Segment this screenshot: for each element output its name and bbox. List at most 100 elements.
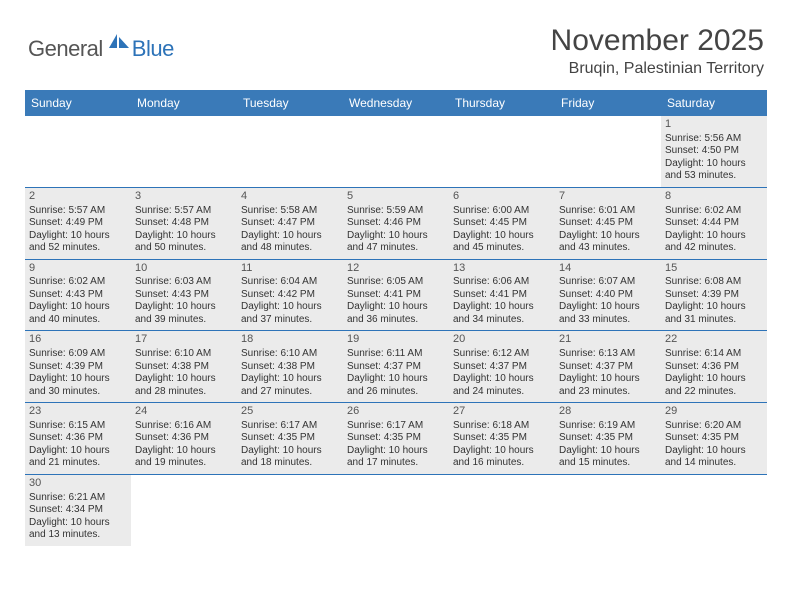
day-number: 28 — [559, 405, 657, 419]
daylight-line-2: and 30 minutes. — [29, 386, 127, 399]
daylight-line-2: and 23 minutes. — [559, 386, 657, 399]
sunrise-line: Sunrise: 6:14 AM — [665, 348, 763, 361]
daylight-line-1: Daylight: 10 hours — [559, 301, 657, 314]
daylight-line-1: Daylight: 10 hours — [241, 230, 339, 243]
logo-text-general: General — [28, 36, 103, 62]
sunset-line: Sunset: 4:37 PM — [347, 361, 445, 374]
daylight-line-2: and 17 minutes. — [347, 457, 445, 470]
daylight-line-2: and 37 minutes. — [241, 314, 339, 327]
daylight-line-2: and 14 minutes. — [665, 457, 763, 470]
day-header: Saturday — [661, 90, 767, 116]
empty-cell — [25, 116, 131, 187]
day-number: 17 — [135, 333, 233, 347]
day-cell: 12Sunrise: 6:05 AMSunset: 4:41 PMDayligh… — [343, 260, 449, 331]
daylight-line-1: Daylight: 10 hours — [347, 301, 445, 314]
logo: General Blue — [28, 32, 174, 65]
daylight-line-2: and 43 minutes. — [559, 242, 657, 255]
daylight-line-1: Daylight: 10 hours — [347, 445, 445, 458]
day-number: 3 — [135, 190, 233, 204]
week-row: 2Sunrise: 5:57 AMSunset: 4:49 PMDaylight… — [25, 188, 767, 260]
daylight-line-1: Daylight: 10 hours — [559, 373, 657, 386]
header: General Blue November 2025 Bruqin, Pales… — [0, 0, 792, 86]
daylight-line-1: Daylight: 10 hours — [135, 230, 233, 243]
sunset-line: Sunset: 4:35 PM — [241, 432, 339, 445]
daylight-line-2: and 48 minutes. — [241, 242, 339, 255]
daylight-line-1: Daylight: 10 hours — [29, 445, 127, 458]
sunset-line: Sunset: 4:35 PM — [665, 432, 763, 445]
calendar: SundayMondayTuesdayWednesdayThursdayFrid… — [25, 90, 767, 546]
daylight-line-1: Daylight: 10 hours — [241, 445, 339, 458]
day-number: 16 — [29, 333, 127, 347]
sunrise-line: Sunrise: 5:57 AM — [29, 205, 127, 218]
sunrise-line: Sunrise: 6:18 AM — [453, 420, 551, 433]
sunrise-line: Sunrise: 6:17 AM — [347, 420, 445, 433]
day-number: 22 — [665, 333, 763, 347]
daylight-line-2: and 31 minutes. — [665, 314, 763, 327]
day-number: 27 — [453, 405, 551, 419]
empty-cell — [131, 116, 237, 187]
empty-cell — [343, 116, 449, 187]
sunset-line: Sunset: 4:48 PM — [135, 217, 233, 230]
day-number: 29 — [665, 405, 763, 419]
daylight-line-1: Daylight: 10 hours — [665, 301, 763, 314]
logo-text-blue: Blue — [132, 36, 174, 62]
day-number: 11 — [241, 262, 339, 276]
empty-cell — [555, 116, 661, 187]
daylight-line-2: and 26 minutes. — [347, 386, 445, 399]
week-row: 1Sunrise: 5:56 AMSunset: 4:50 PMDaylight… — [25, 116, 767, 188]
sunset-line: Sunset: 4:43 PM — [135, 289, 233, 302]
daylight-line-1: Daylight: 10 hours — [29, 230, 127, 243]
day-cell: 3Sunrise: 5:57 AMSunset: 4:48 PMDaylight… — [131, 188, 237, 259]
day-number: 24 — [135, 405, 233, 419]
sunrise-line: Sunrise: 6:17 AM — [241, 420, 339, 433]
day-cell: 21Sunrise: 6:13 AMSunset: 4:37 PMDayligh… — [555, 331, 661, 402]
day-cell: 1Sunrise: 5:56 AMSunset: 4:50 PMDaylight… — [661, 116, 767, 187]
daylight-line-2: and 36 minutes. — [347, 314, 445, 327]
sunrise-line: Sunrise: 6:13 AM — [559, 348, 657, 361]
day-cell: 25Sunrise: 6:17 AMSunset: 4:35 PMDayligh… — [237, 403, 343, 474]
sunrise-line: Sunrise: 6:02 AM — [665, 205, 763, 218]
empty-cell — [555, 475, 661, 546]
day-number: 15 — [665, 262, 763, 276]
sail-icon — [107, 32, 131, 55]
day-number: 5 — [347, 190, 445, 204]
day-header: Friday — [555, 90, 661, 116]
daylight-line-2: and 15 minutes. — [559, 457, 657, 470]
sunrise-line: Sunrise: 5:57 AM — [135, 205, 233, 218]
daylight-line-1: Daylight: 10 hours — [453, 373, 551, 386]
daylight-line-1: Daylight: 10 hours — [241, 301, 339, 314]
sunset-line: Sunset: 4:34 PM — [29, 504, 127, 517]
day-header: Thursday — [449, 90, 555, 116]
day-cell: 27Sunrise: 6:18 AMSunset: 4:35 PMDayligh… — [449, 403, 555, 474]
sunrise-line: Sunrise: 6:09 AM — [29, 348, 127, 361]
day-cell: 14Sunrise: 6:07 AMSunset: 4:40 PMDayligh… — [555, 260, 661, 331]
sunset-line: Sunset: 4:40 PM — [559, 289, 657, 302]
daylight-line-2: and 21 minutes. — [29, 457, 127, 470]
daylight-line-1: Daylight: 10 hours — [241, 373, 339, 386]
daylight-line-1: Daylight: 10 hours — [665, 445, 763, 458]
day-number: 14 — [559, 262, 657, 276]
sunset-line: Sunset: 4:42 PM — [241, 289, 339, 302]
sunrise-line: Sunrise: 6:08 AM — [665, 276, 763, 289]
daylight-line-1: Daylight: 10 hours — [29, 301, 127, 314]
sunrise-line: Sunrise: 5:59 AM — [347, 205, 445, 218]
daylight-line-1: Daylight: 10 hours — [453, 445, 551, 458]
sunrise-line: Sunrise: 6:20 AM — [665, 420, 763, 433]
day-number: 1 — [665, 118, 763, 132]
day-cell: 18Sunrise: 6:10 AMSunset: 4:38 PMDayligh… — [237, 331, 343, 402]
day-cell: 29Sunrise: 6:20 AMSunset: 4:35 PMDayligh… — [661, 403, 767, 474]
sunset-line: Sunset: 4:36 PM — [135, 432, 233, 445]
sunrise-line: Sunrise: 6:02 AM — [29, 276, 127, 289]
sunset-line: Sunset: 4:39 PM — [29, 361, 127, 374]
day-cell: 16Sunrise: 6:09 AMSunset: 4:39 PMDayligh… — [25, 331, 131, 402]
sunrise-line: Sunrise: 6:07 AM — [559, 276, 657, 289]
day-header: Sunday — [25, 90, 131, 116]
daylight-line-1: Daylight: 10 hours — [453, 230, 551, 243]
sunrise-line: Sunrise: 6:01 AM — [559, 205, 657, 218]
sunrise-line: Sunrise: 6:04 AM — [241, 276, 339, 289]
sunrise-line: Sunrise: 6:19 AM — [559, 420, 657, 433]
sunset-line: Sunset: 4:49 PM — [29, 217, 127, 230]
empty-cell — [131, 475, 237, 546]
daylight-line-2: and 42 minutes. — [665, 242, 763, 255]
daylight-line-1: Daylight: 10 hours — [135, 301, 233, 314]
